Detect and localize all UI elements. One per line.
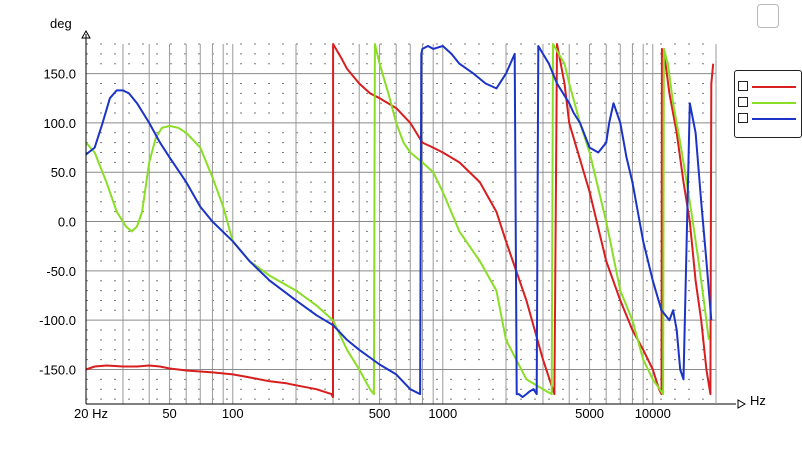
legend [734, 70, 802, 138]
y-tick-label: -100.0 [39, 313, 76, 328]
major-grid [85, 44, 716, 404]
y-tick-label: 150.0 [43, 67, 76, 82]
y-axis-label: deg [50, 16, 72, 31]
x-axis-label: Hz [750, 393, 766, 408]
x-tick-label: 50 [162, 406, 176, 421]
x-tick-label: 20 Hz [74, 406, 108, 421]
y-axis-arrow [81, 29, 91, 39]
x-tick-label: 500 [369, 406, 391, 421]
tick-labels: 150.0 100.0 50.0 0.0 -50.0 -100.0 -150.0 20 Hz 5… [39, 67, 671, 421]
x-tick-label: 5000 [575, 406, 604, 421]
series-line-1 [85, 43, 715, 399]
legend-swatch [752, 102, 796, 104]
x-tick-label: 10000 [635, 406, 671, 421]
series-line-3 [85, 45, 713, 399]
x-axis-arrow [737, 399, 747, 409]
window-control-button[interactable] [757, 4, 779, 28]
legend-checkbox[interactable] [738, 113, 748, 123]
x-tick-label: 100 [222, 406, 244, 421]
y-tick-label: -50.0 [46, 264, 76, 279]
legend-entry[interactable] [738, 113, 798, 125]
series-layer [85, 43, 715, 399]
plot-area-background [86, 44, 716, 404]
legend-checkbox[interactable] [738, 81, 748, 91]
axes [81, 29, 747, 409]
series-line-2 [85, 43, 710, 396]
y-tick-label: 50.0 [51, 165, 76, 180]
legend-entry[interactable] [738, 81, 798, 93]
y-tick-label: -150.0 [39, 362, 76, 377]
legend-swatch [752, 118, 796, 120]
legend-swatch [752, 86, 796, 88]
legend-entry[interactable] [738, 97, 798, 109]
y-tick-label: 100.0 [43, 116, 76, 131]
legend-checkbox[interactable] [738, 97, 748, 107]
x-tick-label: 1000 [428, 406, 457, 421]
y-tick-label: 0.0 [58, 215, 76, 230]
